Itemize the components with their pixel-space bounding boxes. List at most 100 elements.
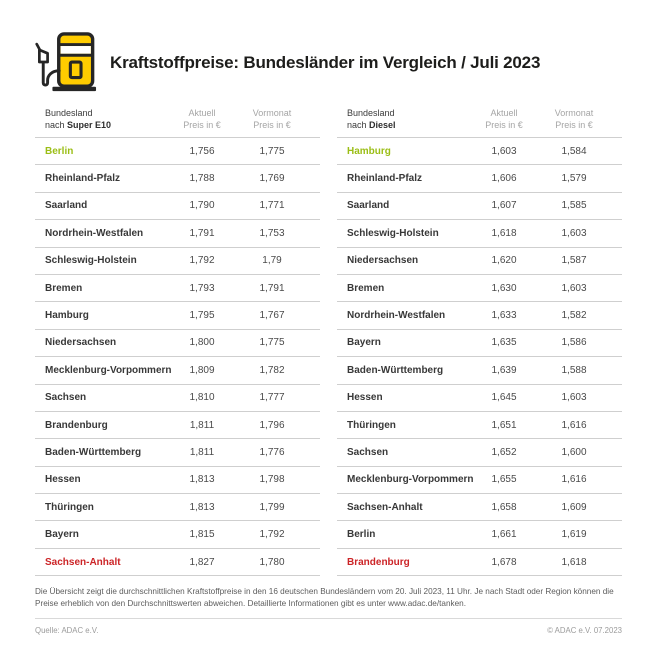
copyright-text: © ADAC e.V. 07.2023 (547, 626, 622, 636)
previous-month-price: 1,791 (259, 282, 285, 294)
previous-month-price: 1,603 (561, 282, 587, 294)
column-header-vormonat: Vormonat Preis in € (539, 108, 609, 131)
footnote-line2: Preise erheblich von den Durchschnittswe… (35, 598, 466, 608)
column-header-bundesland: Bundesland nach Super E10 (35, 108, 167, 131)
state-name: Nordrhein-Westfalen (45, 227, 144, 239)
state-name: Saarland (45, 200, 88, 212)
table-row: Hessen 1,645 1,603 (337, 385, 622, 412)
current-price: 1,658 (491, 501, 517, 513)
current-price: 1,813 (189, 501, 215, 513)
current-price: 1,809 (189, 364, 215, 376)
table-header: Bundesland nach Super E10 Aktuell Preis … (35, 108, 320, 138)
state-name: Thüringen (45, 501, 94, 513)
previous-month-price: 1,616 (561, 419, 587, 431)
current-price: 1,606 (491, 173, 517, 185)
current-price: 1,827 (189, 556, 215, 568)
table-row: Bremen 1,630 1,603 (337, 275, 622, 303)
previous-month-price: 1,588 (561, 364, 587, 376)
table-row: Rheinland-Pfalz 1,606 1,579 (337, 165, 622, 193)
header-aktuell-line2: Preis in € (183, 119, 221, 130)
header-aktuell-line2: Preis in € (485, 119, 523, 130)
column-header-vormonat: Vormonat Preis in € (237, 108, 307, 131)
current-price: 1,791 (189, 227, 215, 239)
previous-month-price: 1,796 (259, 419, 285, 431)
previous-month-price: 1,600 (561, 446, 587, 458)
previous-month-price: 1,586 (561, 337, 587, 349)
current-price: 1,603 (491, 145, 517, 157)
previous-month-price: 1,780 (259, 556, 285, 568)
current-price: 1,678 (491, 556, 517, 568)
table-row: Sachsen-Anhalt 1,827 1,780 (35, 549, 320, 577)
previous-month-price: 1,609 (561, 501, 587, 513)
header-aktuell-line1: Aktuell (188, 108, 216, 118)
state-name: Mecklenburg-Vorpommern (347, 474, 474, 486)
table-row: Nordrhein-Westfalen 1,633 1,582 (337, 302, 622, 330)
table-body: Hamburg 1,603 1,584 Rheinland-Pfalz 1,606 1,5… (337, 138, 622, 577)
state-name: Niedersachsen (45, 337, 117, 349)
table-row: Brandenburg 1,678 1,618 (337, 549, 622, 577)
column-header-bundesland: Bundesland nach Diesel (337, 108, 469, 131)
table-row: Sachsen-Anhalt 1,658 1,609 (337, 494, 622, 522)
current-price: 1,635 (491, 337, 517, 349)
column-header-aktuell: Aktuell Preis in € (469, 108, 539, 131)
state-name: Berlin (347, 529, 376, 541)
current-price: 1,793 (189, 282, 215, 294)
current-price: 1,639 (491, 364, 517, 376)
footnote: Die Übersicht zeigt die durchschnittlich… (35, 586, 622, 609)
state-name: Schleswig-Holstein (45, 255, 137, 267)
previous-month-price: 1,775 (259, 337, 285, 349)
previous-month-price: 1,776 (259, 446, 285, 458)
current-price: 1,790 (189, 200, 215, 212)
state-name: Hamburg (347, 145, 391, 157)
table-row: Nordrhein-Westfalen 1,791 1,753 (35, 220, 320, 248)
header-bundesland-line1: Bundesland (347, 108, 395, 118)
table-row: Baden-Württemberg 1,811 1,776 (35, 439, 320, 467)
header-fuel-name: Super E10 (67, 119, 112, 130)
table-row: Berlin 1,661 1,619 (337, 521, 622, 549)
table-row: Saarland 1,790 1,771 (35, 193, 320, 221)
previous-month-price: 1,771 (259, 200, 285, 212)
table-row: Schleswig-Holstein 1,792 1,79 (35, 248, 320, 275)
table-row: Thüringen 1,651 1,616 (337, 412, 622, 440)
previous-month-price: 1,782 (259, 364, 285, 376)
previous-month-price: 1,587 (561, 255, 587, 267)
table-row: Bremen 1,793 1,791 (35, 275, 320, 303)
current-price: 1,810 (189, 392, 215, 404)
previous-month-price: 1,582 (561, 310, 587, 322)
state-name: Niedersachsen (347, 255, 419, 267)
state-name: Rheinland-Pfalz (45, 173, 121, 185)
previous-month-price: 1,603 (561, 227, 587, 239)
previous-month-price: 1,584 (561, 145, 587, 157)
source-text: Quelle: ADAC e.V. (35, 626, 99, 636)
price-table-diesel: Bundesland nach Diesel Aktuell Preis in … (337, 108, 622, 577)
previous-month-price: 1,616 (561, 474, 587, 486)
header-vormonat-line2: Preis in € (555, 119, 593, 130)
previous-month-price: 1,579 (561, 173, 587, 185)
previous-month-price: 1,792 (259, 529, 285, 541)
previous-month-price: 1,767 (259, 310, 285, 322)
current-price: 1,652 (491, 446, 517, 458)
table-row: Thüringen 1,813 1,799 (35, 494, 320, 522)
current-price: 1,811 (189, 419, 215, 431)
current-price: 1,811 (189, 446, 215, 458)
current-price: 1,788 (189, 173, 215, 185)
footer-divider (35, 618, 622, 620)
current-price: 1,815 (189, 529, 215, 541)
previous-month-price: 1,775 (259, 145, 285, 157)
footer-row: Quelle: ADAC e.V. © ADAC e.V. 07.2023 (35, 619, 622, 635)
table-row: Niedersachsen 1,800 1,775 (35, 330, 320, 358)
page-title: Kraftstoffpreise: Bundesländer im Vergle… (110, 53, 541, 73)
header-vormonat-line1: Vormonat (554, 108, 594, 118)
state-name: Hessen (45, 474, 81, 486)
state-name: Saarland (347, 200, 390, 212)
previous-month-price: 1,603 (561, 392, 587, 404)
state-name: Sachsen (347, 446, 389, 458)
state-name: Brandenburg (347, 556, 410, 568)
previous-month-price: 1,777 (259, 392, 285, 404)
table-row: Sachsen 1,652 1,600 (337, 439, 622, 467)
table-row: Bayern 1,635 1,586 (337, 330, 622, 358)
footnote-line1: Die Übersicht zeigt die durchschnittlich… (35, 587, 614, 597)
table-row: Bayern 1,815 1,792 (35, 521, 320, 549)
current-price: 1,630 (491, 282, 517, 294)
